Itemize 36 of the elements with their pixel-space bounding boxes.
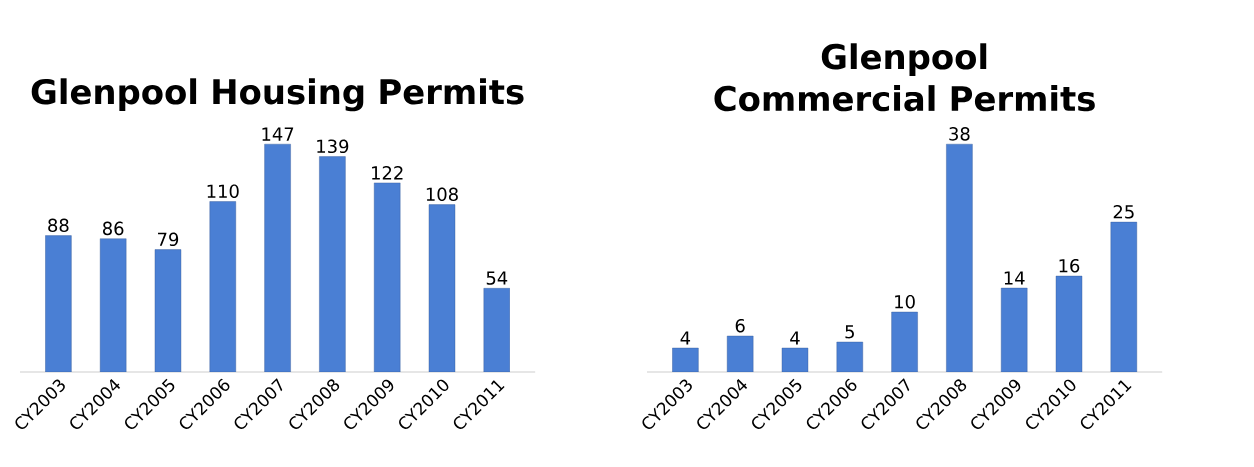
bar: [1055, 275, 1083, 372]
bar: [1110, 221, 1138, 372]
data-label: 122: [372, 166, 403, 180]
data-label: 110: [207, 184, 239, 198]
bar: [726, 335, 754, 372]
chart-title: Glenpool Commercial Permits: [714, 43, 1095, 112]
bar: [836, 341, 863, 372]
data-label: 4: [790, 331, 800, 345]
bar: [1001, 287, 1028, 372]
data-label: 147: [262, 127, 294, 141]
bar: [264, 143, 291, 372]
bar: [373, 182, 401, 372]
data-label: 86: [102, 221, 124, 236]
bar: [45, 235, 72, 372]
bar: [209, 201, 236, 372]
data-label: 5: [845, 325, 854, 339]
data-label: 16: [1059, 258, 1080, 273]
data-label: 79: [158, 232, 179, 247]
chart-title: Glenpool Housing Permits: [31, 78, 524, 112]
data-label: 25: [1113, 205, 1134, 219]
data-label: 14: [1004, 271, 1025, 285]
data-label: 10: [895, 294, 915, 309]
bar: [483, 288, 510, 372]
data-label: 6: [735, 318, 745, 333]
bar: [891, 311, 918, 372]
bar: [946, 143, 973, 372]
data-label: 108: [426, 187, 458, 202]
data-label: 88: [48, 218, 69, 233]
bar: [319, 156, 346, 372]
data-label: 4: [680, 331, 691, 345]
data-label: 139: [317, 139, 349, 154]
data-label: 38: [949, 127, 970, 141]
bar: [154, 249, 182, 372]
bar: [428, 204, 456, 372]
bar: [99, 238, 127, 372]
data-label: 54: [486, 271, 508, 285]
